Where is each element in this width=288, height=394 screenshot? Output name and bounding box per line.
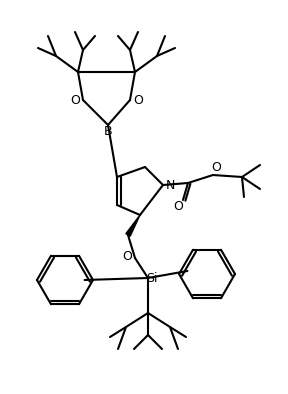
Text: Si: Si <box>146 271 158 284</box>
Text: O: O <box>173 199 183 212</box>
Text: B: B <box>104 125 112 138</box>
Text: O: O <box>70 93 80 106</box>
Text: O: O <box>211 160 221 173</box>
Polygon shape <box>126 215 140 236</box>
Text: O: O <box>122 249 132 262</box>
Text: N: N <box>165 178 175 191</box>
Text: O: O <box>133 93 143 106</box>
